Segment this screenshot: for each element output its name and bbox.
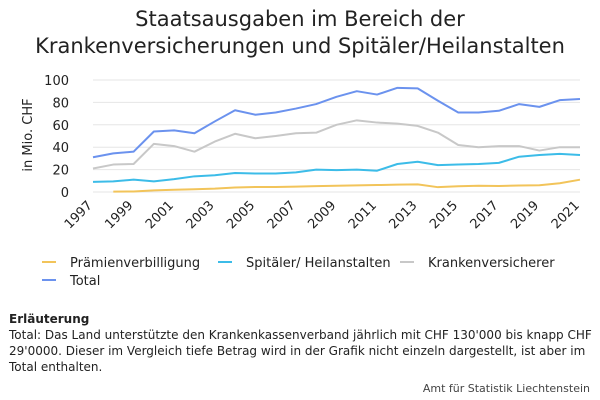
x-tick-label: 2021 [549, 198, 583, 232]
x-tick-label: 2011 [346, 198, 380, 232]
y-tick-label: 0 [61, 186, 69, 201]
y-tick-label: 40 [52, 141, 69, 156]
y-tick-label: 20 [52, 164, 69, 179]
legend-item-krankenversicherer: Krankenversicherer [400, 256, 555, 271]
chart-title-line-1: Staatsausgaben im Bereich der [135, 7, 465, 31]
explanation-note: Erläuterung Total: Das Land unterstützte… [9, 311, 594, 375]
x-tick-label: 2009 [305, 198, 339, 232]
x-tick-label: 2001 [143, 198, 177, 232]
note-text: Total: Das Land unterstützte den Kranken… [9, 328, 592, 374]
x-tick-label: 2007 [265, 198, 299, 232]
y-axis-ticks: 0 20 40 60 80 100 [44, 74, 69, 201]
y-tick-label: 100 [44, 74, 69, 89]
series-line-3 [92, 86, 581, 159]
series-line-0 [113, 178, 581, 193]
legend-item-praemienverbilligung: Prämienverbilligung [42, 256, 200, 271]
legend-item-total: Total [42, 274, 100, 289]
legend-swatch-krankenversicherer [400, 260, 414, 263]
legend-label-total: Total [70, 274, 101, 289]
legend-swatch-praemienverbilligung [42, 260, 56, 263]
series-line-2 [92, 119, 580, 170]
legend-label-krankenversicherer: Krankenversicherer [428, 256, 555, 271]
chart-title: Staatsausgaben im Bereich der Krankenver… [0, 6, 600, 60]
source-credit: Amt für Statistik Liechtenstein [422, 382, 590, 395]
chart-title-line-2: Krankenversicherungen und Spitäler/Heila… [35, 34, 565, 58]
legend-item-spitaeler: Spitäler/ Heilanstalten [218, 256, 391, 271]
y-tick-label: 60 [52, 119, 69, 134]
x-tick-label: 1999 [102, 198, 136, 232]
x-tick-label: 2003 [184, 198, 218, 232]
x-tick-label: 2019 [508, 198, 542, 232]
x-tick-label: 1997 [62, 198, 96, 232]
series-line-1 [92, 152, 581, 183]
x-tick-label: 2013 [386, 198, 420, 232]
x-tick-label: 2015 [427, 198, 461, 232]
line-chart: 0 20 40 60 80 100 1997 1999 2001 2003 2005 2007 200… [21, 74, 583, 232]
legend-label-praemienverbilligung: Prämienverbilligung [70, 256, 201, 271]
note-heading: Erläuterung [9, 312, 90, 326]
x-tick-label: 2005 [224, 198, 258, 232]
legend-swatch-spitaeler [218, 260, 232, 263]
x-tick-label: 2017 [468, 198, 502, 232]
legend-swatch-total [42, 278, 56, 281]
gridlines [93, 79, 580, 193]
y-tick-label: 80 [52, 96, 69, 111]
series-lines [92, 86, 581, 193]
y-axis-label: in Mio. CHF [21, 98, 36, 171]
legend-label-spitaeler: Spitäler/ Heilanstalten [246, 256, 391, 271]
x-axis-ticks: 1997 1999 2001 2003 2005 2007 2009 2011 2013 2015… [62, 198, 583, 232]
